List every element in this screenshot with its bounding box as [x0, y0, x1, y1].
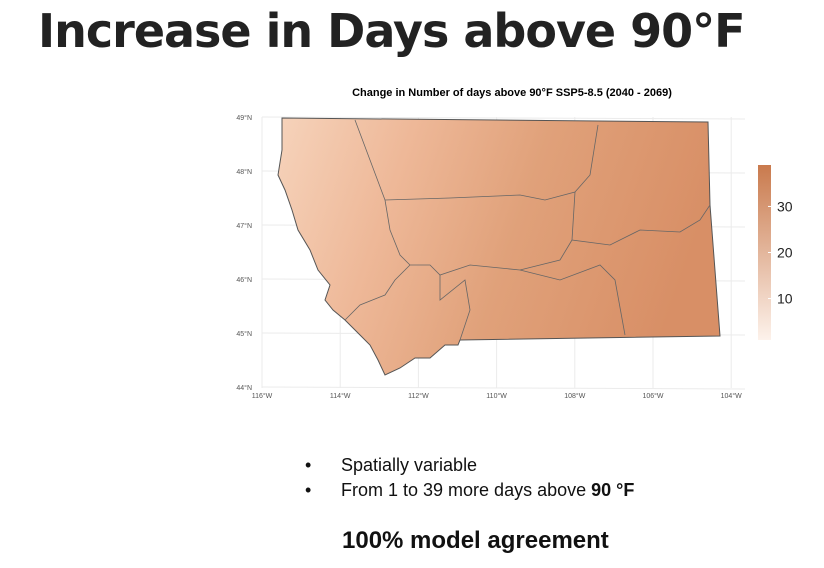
- bullet-text: Spatially variable: [341, 455, 478, 475]
- lon-label: 104°W: [721, 392, 742, 400]
- lat-grid-line: [261, 386, 746, 390]
- lon-label: 106°W: [642, 392, 663, 400]
- lat-grid-line: [261, 116, 746, 120]
- lat-label: 45°N: [236, 330, 252, 338]
- map-figure: Change in Number of days above 90°F SSP5…: [236, 87, 793, 400]
- lon-label: 112°W: [408, 392, 429, 400]
- footer-note: 100% model agreement: [342, 527, 609, 554]
- bullet-list: Spatially variable From 1 to 39 more day…: [305, 455, 634, 505]
- bullet: Spatially variable: [305, 455, 634, 476]
- lon-label: 114°W: [330, 392, 351, 400]
- bullet-text: From 1 to 39 more days above: [341, 480, 587, 500]
- lat-label: 44°N: [236, 384, 252, 392]
- colorbar: [758, 165, 771, 340]
- colorbar-tick-label: 20: [777, 245, 793, 261]
- lon-label: 116°W: [252, 392, 273, 400]
- bullet-bold: 90 °F: [591, 480, 635, 500]
- colorbar-tick-label: 10: [777, 291, 793, 307]
- lon-label: 110°W: [486, 392, 507, 400]
- lat-label: 46°N: [236, 276, 252, 284]
- colorbar-tick-label: 30: [777, 198, 793, 214]
- lat-label: 49°N: [236, 114, 252, 122]
- lon-label: 108°W: [564, 392, 585, 400]
- montana: [277, 117, 721, 376]
- region-boundaries: [344, 119, 711, 341]
- map-title: Change in Number of days above 90°F SSP5…: [352, 87, 672, 99]
- slide-title: Increase in Days above 90°F: [38, 4, 746, 58]
- lat-label: 47°N: [236, 222, 252, 230]
- lat-label: 48°N: [236, 168, 252, 176]
